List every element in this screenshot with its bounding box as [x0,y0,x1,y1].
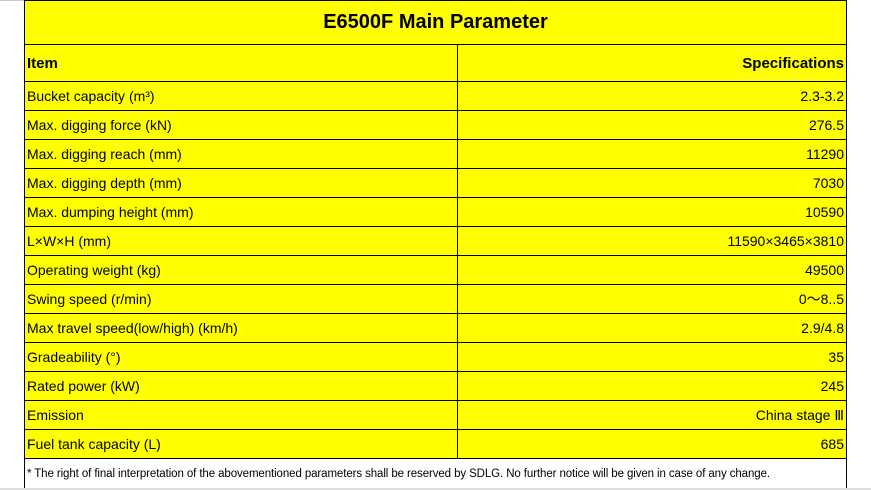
row-item: Rated power (kW) [24,371,458,401]
table-row: Max. digging force (kN) 276.5 [24,110,847,140]
table-row: Swing speed (r/min) 0～8..5 [24,284,847,314]
row-value: 10590 [457,197,847,227]
footnote-row: * The right of final interpretation of t… [24,458,847,490]
row-item: Swing speed (r/min) [24,284,458,314]
footnote: * The right of final interpretation of t… [24,458,847,490]
row-item: Fuel tank capacity (L) [24,429,458,459]
row-value: 276.5 [457,110,847,140]
row-item: Gradeability (°) [24,342,458,372]
row-value: 49500 [457,255,847,285]
row-value: 2.3-3.2 [457,81,847,111]
table-row: Fuel tank capacity (L) 685 [24,429,847,459]
row-value: 685 [457,429,847,459]
table-row: Rated power (kW) 245 [24,371,847,401]
row-item: Operating weight (kg) [24,255,458,285]
row-value: 2.9/4.8 [457,313,847,343]
row-item: Max. digging depth (mm) [24,168,458,198]
row-item: L×W×H (mm) [24,226,458,256]
table-row: Bucket capacity (m³) 2.3-3.2 [24,81,847,111]
table-row: Emission China stage Ⅲ [24,400,847,430]
row-value: China stage Ⅲ [457,400,847,430]
parameter-table: E6500F Main Parameter Item Specification… [24,0,847,490]
row-item: Emission [24,400,458,430]
row-value: 245 [457,371,847,401]
row-value: 7030 [457,168,847,198]
row-value: 11590×3465×3810 [457,226,847,256]
header-item: Item [24,44,458,82]
page-edge-bottom [0,488,871,490]
row-item: Max travel speed(low/high) (km/h) [24,313,458,343]
table-title: E6500F Main Parameter [24,0,847,45]
table-row: Max travel speed(low/high) (km/h) 2.9/4.8 [24,313,847,343]
table-row: Operating weight (kg) 49500 [24,255,847,285]
table-row: Max. digging reach (mm) 11290 [24,139,847,169]
table-row: Max. dumping height (mm) 10590 [24,197,847,227]
row-item: Max. digging reach (mm) [24,139,458,169]
header-specifications: Specifications [457,44,847,82]
row-item: Max. dumping height (mm) [24,197,458,227]
header-row: Item Specifications [24,44,847,82]
row-item: Bucket capacity (m³) [24,81,458,111]
row-value: 0～8..5 [457,284,847,314]
title-row: E6500F Main Parameter [24,0,847,45]
row-value: 11290 [457,139,847,169]
table-row: Max. digging depth (mm) 7030 [24,168,847,198]
row-item: Max. digging force (kN) [24,110,458,140]
row-value: 35 [457,342,847,372]
table-row: L×W×H (mm) 11590×3465×3810 [24,226,847,256]
page-edge [0,0,24,1]
table-row: Gradeability (°) 35 [24,342,847,372]
